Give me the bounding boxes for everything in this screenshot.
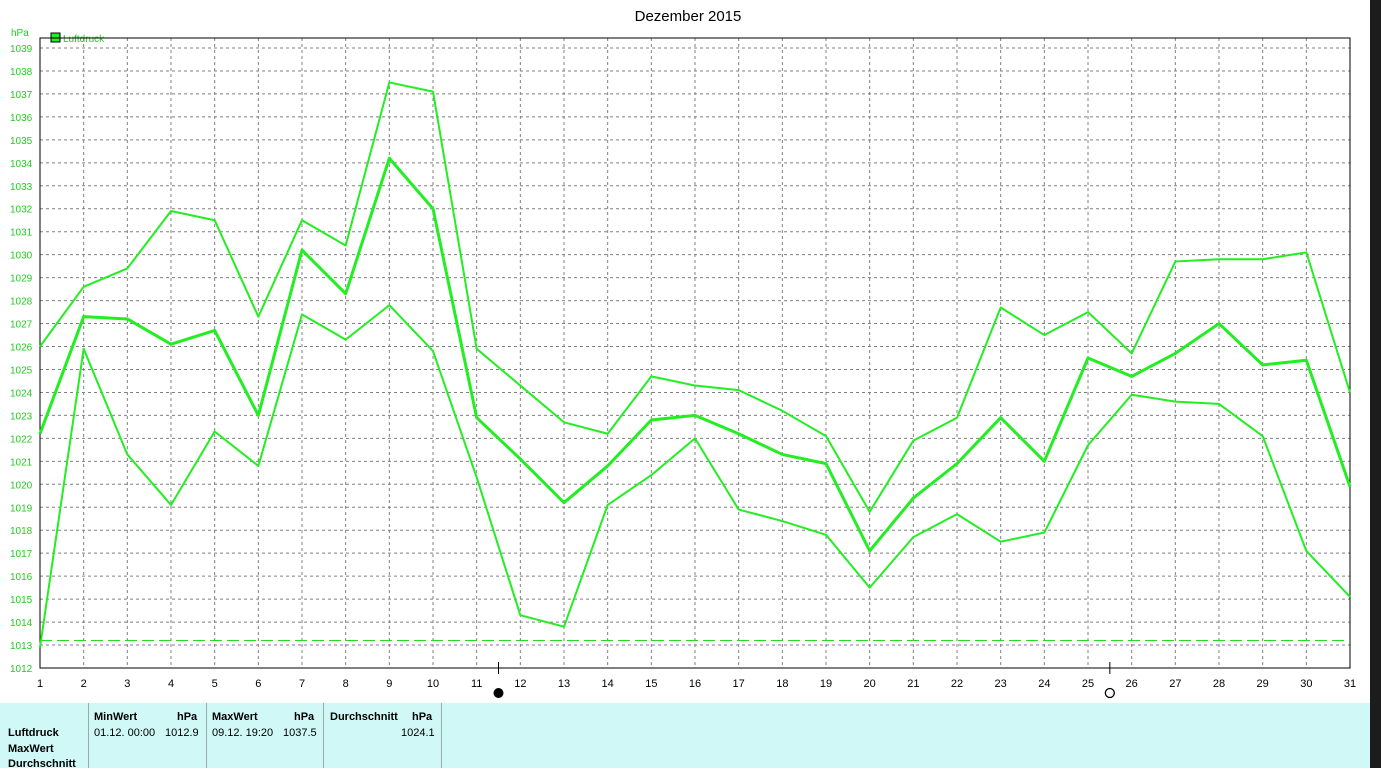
max-header: MaxWert xyxy=(212,711,258,723)
y-tick-label: 1026 xyxy=(10,343,33,354)
y-tick-label: 1021 xyxy=(10,457,33,468)
y-tick-label: 1028 xyxy=(10,297,33,308)
x-tick-label: 17 xyxy=(733,678,745,690)
x-tick-label: 6 xyxy=(255,678,261,690)
y-tick-label: 1020 xyxy=(10,480,33,491)
x-tick-label: 3 xyxy=(124,678,130,690)
x-tick-label: 9 xyxy=(386,678,392,690)
x-tick-label: 26 xyxy=(1126,678,1138,690)
x-tick-labels: 1 2 3 4 5 6 7 8 9 10 11 12 13 14 15 16 17 18 19 20 21 22 23 24 2… xyxy=(37,678,1356,690)
y-tick-label: 1012 xyxy=(10,664,33,675)
x-tick-label: 12 xyxy=(514,678,526,690)
x-tick-label: 24 xyxy=(1038,678,1050,690)
y-axis-unit: hPa xyxy=(11,28,29,39)
y-tick-label: 1023 xyxy=(10,411,33,422)
y-tick-label: 1037 xyxy=(10,90,33,101)
y-tick-label: 1018 xyxy=(10,526,33,537)
x-tick-label: 13 xyxy=(558,678,570,690)
y-tick-label: 1031 xyxy=(10,228,33,239)
x-tick-label: 11 xyxy=(471,678,482,690)
x-tick-label: 22 xyxy=(951,678,963,690)
x-tick-label: 2 xyxy=(81,678,87,690)
stats-divider xyxy=(323,703,324,768)
y-tick-label: 1016 xyxy=(10,572,33,583)
grid-lines xyxy=(40,38,1350,668)
y-tick-labels: 1012 1013 1014 1015 1016 1017 1018 1019 1020 1021… xyxy=(10,44,33,675)
y-tick-label: 1034 xyxy=(10,159,33,170)
x-tick-label: 30 xyxy=(1300,678,1312,690)
series-line-min xyxy=(39,304,1351,648)
y-tick-label: 1030 xyxy=(10,251,33,262)
max-time: 09.12. 19:20 xyxy=(212,727,274,739)
pressure-chart: Dezember 2015 hPa Luftdruck 101210131014… xyxy=(10,8,1356,699)
series-line-max xyxy=(39,81,1351,513)
stats-divider xyxy=(441,703,442,768)
x-tick-label: 1 xyxy=(37,678,43,690)
new-moon-icon xyxy=(493,688,504,698)
x-tick-label: 18 xyxy=(776,678,788,690)
stats-panel xyxy=(0,703,1370,768)
x-tick-label: 5 xyxy=(212,678,218,690)
x-tick-label: 31 xyxy=(1344,678,1356,690)
y-tick-label: 1024 xyxy=(10,388,33,399)
stats-divider xyxy=(88,703,89,768)
series-lines xyxy=(38,81,1352,648)
max-unit: hPa xyxy=(294,711,315,723)
y-tick-label: 1038 xyxy=(10,67,33,78)
moon-markers xyxy=(493,662,1115,699)
x-tick-label: 14 xyxy=(602,678,614,690)
x-tick-label: 7 xyxy=(299,678,305,690)
stats-row-label-avg: Durchschnitt xyxy=(8,758,76,770)
y-tick-label: 1029 xyxy=(10,274,33,285)
avg-unit: hPa xyxy=(412,711,433,723)
plot-frame xyxy=(39,37,1351,669)
max-value: 1037.5 xyxy=(283,727,317,739)
x-tick-label: 27 xyxy=(1169,678,1181,690)
chart-title: Dezember 2015 xyxy=(635,8,742,25)
y-tick-label: 1035 xyxy=(10,136,33,147)
series-line-avg xyxy=(38,156,1352,553)
x-tick-label: 16 xyxy=(689,678,701,690)
y-tick-label: 1027 xyxy=(10,320,33,331)
x-tick-label: 20 xyxy=(864,678,876,690)
x-tick-label: 8 xyxy=(343,678,349,690)
stats-row-label-pressure: Luftdruck xyxy=(8,727,59,739)
y-tick-label: 1014 xyxy=(10,618,33,629)
x-tick-label: 29 xyxy=(1257,678,1269,690)
x-tick-label: 25 xyxy=(1082,678,1094,690)
x-tick-label: 15 xyxy=(645,678,657,690)
y-tick-label: 1019 xyxy=(10,503,33,514)
y-tick-label: 1013 xyxy=(10,641,33,652)
x-tick-label: 23 xyxy=(995,678,1007,690)
min-unit: hPa xyxy=(177,711,198,723)
x-tick-label: 21 xyxy=(907,678,919,690)
avg-value: 1024.1 xyxy=(401,727,435,739)
stats-row-label-max: MaxWert xyxy=(8,743,54,755)
x-tick-label: 4 xyxy=(168,678,174,690)
x-tick-label: 10 xyxy=(427,678,439,690)
y-tick-label: 1025 xyxy=(10,365,33,376)
y-tick-label: 1017 xyxy=(10,549,33,560)
window-edge xyxy=(1370,0,1381,768)
y-tick-label: 1039 xyxy=(10,44,33,55)
min-time: 01.12. 00:00 xyxy=(94,727,156,739)
min-header: MinWert xyxy=(94,711,138,723)
y-tick-label: 1036 xyxy=(10,113,33,124)
y-tick-label: 1033 xyxy=(10,182,33,193)
y-tick-label: 1022 xyxy=(10,434,33,445)
x-tick-label: 28 xyxy=(1213,678,1225,690)
avg-header: Durchschnitt xyxy=(330,711,398,723)
x-tick-label: 19 xyxy=(820,678,832,690)
stats-divider xyxy=(206,703,207,768)
y-tick-label: 1015 xyxy=(10,595,33,606)
full-moon-icon xyxy=(1104,687,1115,699)
min-value: 1012.9 xyxy=(165,727,199,739)
y-tick-label: 1032 xyxy=(10,205,33,216)
